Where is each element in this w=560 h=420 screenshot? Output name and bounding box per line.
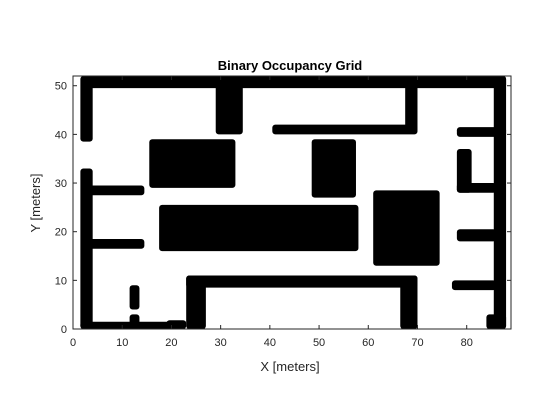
occupied-region-bar-y19-right	[456, 229, 497, 242]
y-tick-label: 50	[55, 81, 67, 93]
x-tick-label: 10	[116, 337, 128, 349]
y-tick-label: 20	[55, 227, 67, 239]
y-tick-label: 0	[61, 324, 67, 336]
y-tick-label: 10	[55, 275, 67, 287]
occupied-region-block-30-45	[215, 80, 243, 135]
y-axis-ticks: 0 10 20 30 40 50	[55, 81, 511, 336]
occupied-region-bar-y9-right	[451, 280, 497, 291]
occupied-region-stub-12-2	[129, 314, 140, 329]
occupied-region-box-big	[159, 204, 359, 252]
x-tick-label: 70	[411, 337, 423, 349]
y-tick-label: 40	[55, 129, 67, 141]
occupied-region-left-wall-lower	[80, 168, 93, 329]
x-axis-label: X [meters]	[260, 359, 319, 374]
x-tick-label: 60	[362, 337, 374, 349]
occupied-region-bar-y28-left	[87, 185, 145, 196]
x-tick-label: 80	[461, 337, 473, 349]
occupied-region-top-wall	[82, 76, 507, 89]
occupied-region-box-68-21	[373, 190, 440, 266]
x-tick-label: 40	[264, 337, 276, 349]
occupied-region-right-corner-bottom	[486, 314, 507, 329]
occupied-region-pillar-68-40	[405, 80, 418, 132]
occupied-region-right-wall	[493, 76, 507, 329]
x-tick-label: 50	[313, 337, 325, 349]
y-axis-label: Y [meters]	[28, 173, 43, 232]
chart-title: Binary Occupancy Grid	[218, 58, 363, 73]
occupied-region-left-wall-upper	[80, 76, 93, 142]
x-tick-label: 30	[215, 337, 227, 349]
occupied-region-room-left	[186, 275, 206, 329]
occupied-region-c-shape-bar-bottom	[456, 183, 497, 193]
occupied-region-room-top	[186, 275, 418, 288]
x-axis-ticks: 0 10 20 30 40 50 60 70 80	[70, 76, 473, 349]
occupied-region-bar-y18-left	[87, 238, 145, 249]
y-tick-label: 30	[55, 178, 67, 190]
x-tick-label: 20	[165, 337, 177, 349]
occupied-region-box-50-33	[311, 139, 356, 198]
occupied-region-bump-bottom-20	[166, 320, 187, 329]
occupied-region-stub-12-7	[129, 285, 140, 310]
occupied-region-bar-y41	[272, 124, 418, 135]
occupied-region-bar-y40-right	[456, 127, 507, 137]
occupied-regions	[80, 76, 507, 329]
axes-frame	[72, 75, 512, 330]
occupied-region-box-24-34	[149, 139, 236, 188]
x-tick-label: 0	[70, 337, 76, 349]
occupied-region-room-right	[400, 275, 418, 329]
occupied-region-c-shape-bar-top	[456, 148, 472, 193]
